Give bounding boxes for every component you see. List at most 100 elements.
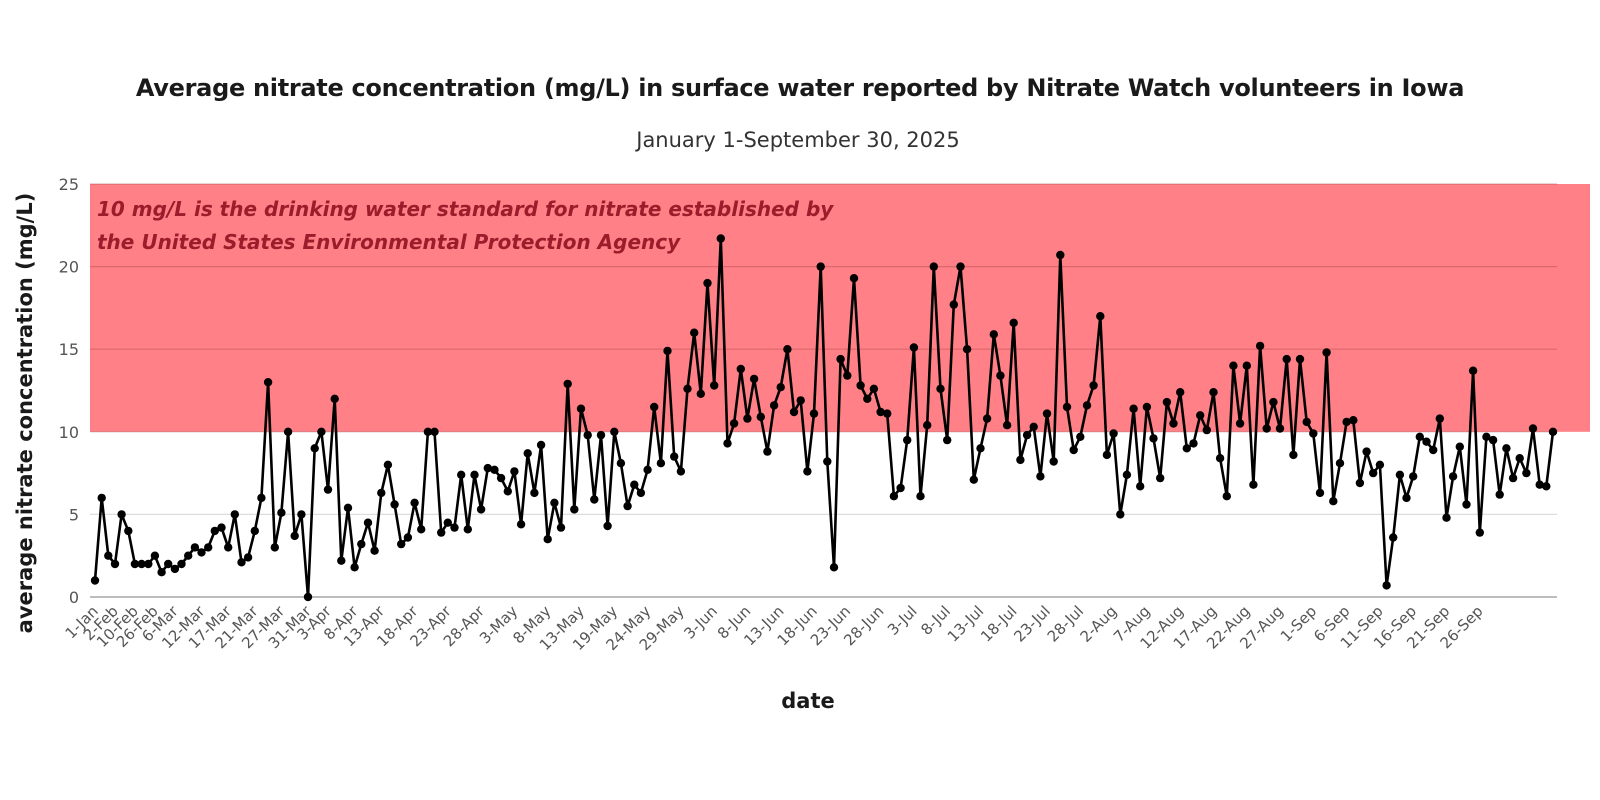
data-point bbox=[1109, 429, 1118, 438]
data-point bbox=[270, 543, 279, 552]
x-tick-label: 13-Jul bbox=[944, 602, 987, 645]
data-point bbox=[630, 480, 639, 489]
data-point bbox=[603, 521, 612, 531]
data-point bbox=[1389, 533, 1398, 542]
y-axis-title: average nitrate concentration (mg/L) bbox=[13, 193, 37, 634]
x-tick-label: 3-Jun bbox=[681, 602, 721, 642]
data-point bbox=[1122, 470, 1132, 479]
data-point bbox=[789, 407, 799, 417]
data-point bbox=[437, 528, 446, 537]
data-point bbox=[523, 449, 532, 458]
data-point bbox=[363, 518, 373, 527]
data-point bbox=[1295, 354, 1305, 364]
data-point bbox=[463, 525, 472, 534]
data-point bbox=[516, 520, 526, 529]
data-point bbox=[110, 559, 120, 569]
data-point bbox=[596, 430, 606, 440]
data-point bbox=[283, 427, 293, 436]
data-point bbox=[650, 402, 659, 412]
data-point bbox=[1322, 348, 1331, 357]
data-point bbox=[1002, 421, 1012, 430]
data-point bbox=[796, 396, 805, 405]
data-point bbox=[1495, 490, 1504, 499]
data-point bbox=[743, 414, 752, 423]
x-axis-ticks: 1-Jan2-Feb10-Feb26-Feb6-Mar12-Mar17-Mar2… bbox=[62, 602, 1487, 655]
data-point bbox=[323, 485, 333, 494]
data-point bbox=[1009, 318, 1018, 327]
x-tick-label: 28-Jul bbox=[1044, 602, 1087, 645]
data-point bbox=[1076, 432, 1085, 441]
data-point bbox=[729, 419, 739, 428]
data-point bbox=[849, 274, 859, 283]
data-point bbox=[184, 551, 193, 560]
data-point bbox=[490, 465, 499, 474]
data-point bbox=[1502, 444, 1511, 453]
data-point bbox=[710, 381, 719, 390]
x-tick-label: 18-Jul bbox=[977, 602, 1020, 645]
data-point bbox=[1275, 424, 1285, 433]
data-point bbox=[1515, 454, 1524, 463]
data-point bbox=[410, 498, 419, 507]
data-point bbox=[476, 505, 486, 514]
data-point bbox=[876, 407, 885, 417]
data-point bbox=[1535, 480, 1544, 489]
data-point bbox=[1069, 445, 1078, 455]
data-point bbox=[397, 539, 406, 549]
data-point bbox=[823, 457, 832, 466]
data-point bbox=[643, 465, 652, 474]
data-point bbox=[137, 559, 146, 569]
data-point bbox=[217, 523, 226, 532]
data-point bbox=[530, 488, 539, 498]
y-tick-label: 20 bbox=[59, 258, 79, 277]
data-point bbox=[164, 559, 173, 569]
data-point bbox=[357, 539, 366, 549]
data-point bbox=[1149, 434, 1158, 443]
data-point bbox=[1382, 581, 1391, 590]
data-point bbox=[1315, 488, 1325, 498]
x-tick-label: 2-Aug bbox=[1077, 602, 1121, 646]
y-tick-label: 5 bbox=[69, 505, 79, 524]
data-point bbox=[1162, 397, 1172, 407]
data-point bbox=[1355, 478, 1365, 488]
data-point bbox=[90, 576, 100, 585]
data-point bbox=[144, 559, 153, 569]
data-point bbox=[976, 444, 985, 453]
data-point bbox=[1335, 459, 1345, 468]
data-point bbox=[1156, 473, 1165, 483]
data-point bbox=[1116, 510, 1125, 519]
data-point bbox=[1262, 424, 1271, 433]
data-point bbox=[104, 551, 113, 560]
data-point bbox=[1049, 457, 1058, 466]
data-point bbox=[1475, 528, 1485, 537]
data-point bbox=[263, 378, 273, 387]
data-point bbox=[1542, 482, 1551, 491]
data-point bbox=[1462, 500, 1471, 509]
data-point bbox=[343, 503, 353, 512]
chart-subtitle: January 1-September 30, 2025 bbox=[636, 128, 960, 152]
data-point bbox=[962, 345, 972, 354]
data-point bbox=[230, 510, 239, 519]
data-point bbox=[663, 346, 672, 356]
data-point bbox=[1369, 468, 1378, 478]
data-point bbox=[1309, 429, 1318, 438]
data-point bbox=[190, 543, 200, 552]
data-point bbox=[1129, 404, 1138, 413]
data-point bbox=[656, 459, 666, 468]
data-point bbox=[1215, 454, 1225, 463]
chart-title: Average nitrate concentration (mg/L) in … bbox=[135, 74, 1465, 102]
data-point bbox=[1176, 388, 1185, 397]
data-point bbox=[1282, 354, 1291, 364]
data-point bbox=[1169, 419, 1178, 428]
data-point bbox=[1482, 432, 1491, 441]
data-point bbox=[1468, 366, 1478, 375]
y-tick-label: 10 bbox=[59, 423, 79, 442]
data-point bbox=[550, 498, 559, 507]
data-point bbox=[536, 440, 546, 450]
data-point bbox=[756, 412, 765, 422]
data-point bbox=[1255, 341, 1265, 351]
data-point bbox=[956, 262, 965, 271]
data-point bbox=[690, 328, 699, 337]
data-point bbox=[483, 463, 492, 473]
data-point bbox=[290, 531, 299, 541]
data-point bbox=[337, 556, 346, 565]
